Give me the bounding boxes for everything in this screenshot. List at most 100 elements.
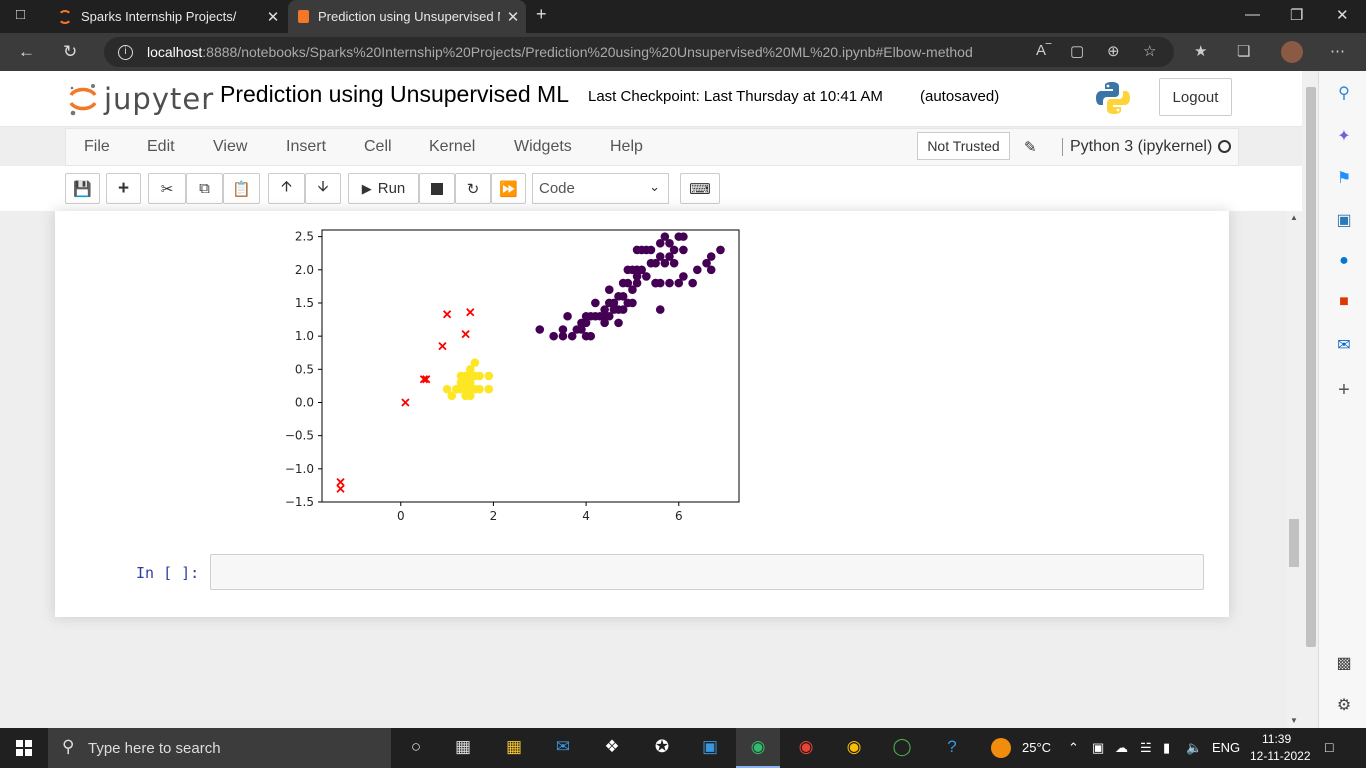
volume-icon[interactable]: 🔈 [1186,740,1203,755]
add-favorite-icon[interactable]: ☆ [1143,43,1157,60]
add-sidebar-app-icon[interactable]: + [1338,379,1350,401]
menu-edit[interactable]: Edit [147,138,175,155]
save-button[interactable]: 💾 [65,173,100,204]
notebook-scrollbar[interactable]: ▲ ▼ [1286,211,1302,728]
cortana-icon[interactable]: ○ [410,737,422,756]
cloud-icon[interactable]: ☁ [1115,740,1128,755]
run-button[interactable]: ▶ Run [348,173,419,204]
play-icon: ▶ [361,180,372,196]
app-ring-icon[interactable]: ◯ [892,737,912,756]
zoom-icon[interactable]: ⊕ [1107,43,1120,60]
edit-pencil-icon[interactable]: ✎ [1024,139,1037,156]
close-tab-icon[interactable]: ✕ [506,8,520,26]
collections-icon[interactable]: ❏ [1237,43,1251,60]
help-icon[interactable]: ? [947,737,957,756]
immersive-reader-icon[interactable]: ▢ [1070,43,1085,60]
photos-icon[interactable]: ▣ [701,737,719,756]
menu-help[interactable]: Help [610,138,643,155]
copilot-icon[interactable]: ✦ [1337,128,1351,145]
task-view-icon[interactable]: ▦ [454,737,472,756]
menu-insert[interactable]: Insert [286,138,327,155]
cell-type-select[interactable]: Code ⌄ [532,173,669,204]
more-options-icon[interactable]: ⋯ [1330,43,1345,60]
notebook-title[interactable]: Prediction using Unsupervised ML [220,81,570,107]
menu-widgets[interactable]: Widgets [514,138,572,155]
menu-kernel[interactable]: Kernel [429,138,476,155]
search-icon[interactable]: ⚲ [1338,85,1350,102]
sidebar-settings-icon[interactable]: ⚙ [1336,697,1352,714]
edge-taskbar-button[interactable] [736,728,780,768]
scroll-up-arrow-icon[interactable]: ▲ [1290,213,1298,222]
read-aloud-icon[interactable]: A‾ [1036,42,1051,59]
refresh-icon[interactable]: ↻ [63,42,78,61]
scatter-point [484,371,494,381]
scatter-point [465,378,475,387]
profile-avatar[interactable] [1281,41,1303,63]
interrupt-button[interactable] [419,173,455,204]
weather-sun-icon[interactable] [991,738,1011,758]
dropbox-icon[interactable]: ❖ [604,737,620,756]
move-up-button[interactable]: 🡩 [268,173,305,204]
new-tab-icon[interactable]: + [536,4,547,24]
cut-button[interactable]: ✂ [148,173,186,204]
shopping-icon[interactable]: ⚑ [1336,170,1352,187]
chrome-icon[interactable]: ◉ [798,737,814,756]
code-cell-input[interactable] [210,554,1204,590]
restart-button[interactable]: ↻ [455,173,491,204]
tray-chevron-icon[interactable]: ⌃ [1068,740,1079,755]
logout-button[interactable]: Logout [1159,78,1232,116]
kernel-name[interactable]: Python 3 (ipykernel) [1062,138,1212,156]
minimize-icon[interactable]: — [1245,6,1260,23]
url-field[interactable]: i localhost:8888/notebooks/Sparks%20Inte… [104,37,1174,67]
command-palette-button[interactable]: ⌨ [680,173,720,204]
jupyter-logo[interactable]: jupyter [68,79,214,119]
not-trusted-button[interactable]: Not Trusted [917,132,1010,160]
sidebar-layout-icon[interactable]: ▩ [1336,655,1352,672]
page-scroll-thumb[interactable] [1306,87,1316,647]
plus-icon: + [117,177,130,199]
browser-tab-sparks[interactable]: Sparks Internship Projects/ ✕ [48,0,286,33]
clock-time[interactable]: 11:39 [1262,732,1292,746]
scatter-point [586,331,596,341]
scatter-point [637,265,646,275]
menu-cell[interactable]: Cell [364,138,392,155]
notification-icon[interactable]: □ [1325,739,1334,755]
language-indicator[interactable]: ENG [1212,740,1241,755]
insert-cell-button[interactable]: + [106,173,141,204]
file-explorer-icon[interactable]: ▦ [505,737,523,756]
taskbar-search-box[interactable]: ⚲ Type here to search [48,728,391,768]
mail-icon[interactable]: ✉ [555,737,571,756]
windows-start-icon[interactable] [16,740,32,756]
tray-app-icon[interactable]: ▣ [1092,740,1105,755]
restore-icon[interactable]: ❐ [1290,7,1304,24]
app-icon[interactable]: ✪ [654,737,670,756]
games-icon[interactable]: ● [1339,252,1349,269]
restart-run-all-button[interactable]: ⏩ [491,173,526,204]
favorites-icon[interactable]: ★ [1194,43,1208,60]
weather-temp[interactable]: 25°C [1022,740,1052,755]
office-icon[interactable]: ■ [1339,293,1349,310]
fast-forward-icon: ⏩ [499,180,518,198]
tab-actions-icon[interactable]: □ [16,6,26,23]
clock-date[interactable]: 12-11-2022 [1250,749,1311,763]
back-icon[interactable]: ← [18,42,35,61]
scatter-point [665,252,674,261]
paste-button[interactable]: 📋 [223,173,260,204]
wifi-icon[interactable]: ☱ [1140,740,1152,755]
notebook-scroll-thumb[interactable] [1289,519,1299,567]
python-logo-icon [1096,82,1130,114]
outlook-icon[interactable]: ✉ [1337,337,1351,354]
scatter-point [535,325,545,334]
menu-view[interactable]: View [213,138,248,155]
battery-icon[interactable]: ▮ [1163,740,1171,755]
copy-button[interactable]: ⧉ [186,173,223,204]
menu-file[interactable]: File [84,138,110,155]
move-down-button[interactable]: 🡫 [305,173,341,204]
y-tick-label: 0.5 [295,362,314,376]
browser-tab-prediction[interactable]: Prediction using Unsupervised M ✕ [288,0,526,33]
close-window-icon[interactable]: ✕ [1336,7,1349,24]
scroll-down-arrow-icon[interactable]: ▼ [1290,716,1298,725]
chrome-profile-icon[interactable]: ◉ [846,737,862,756]
tools-icon[interactable]: ▣ [1336,212,1352,229]
close-tab-icon[interactable]: ✕ [266,8,280,26]
